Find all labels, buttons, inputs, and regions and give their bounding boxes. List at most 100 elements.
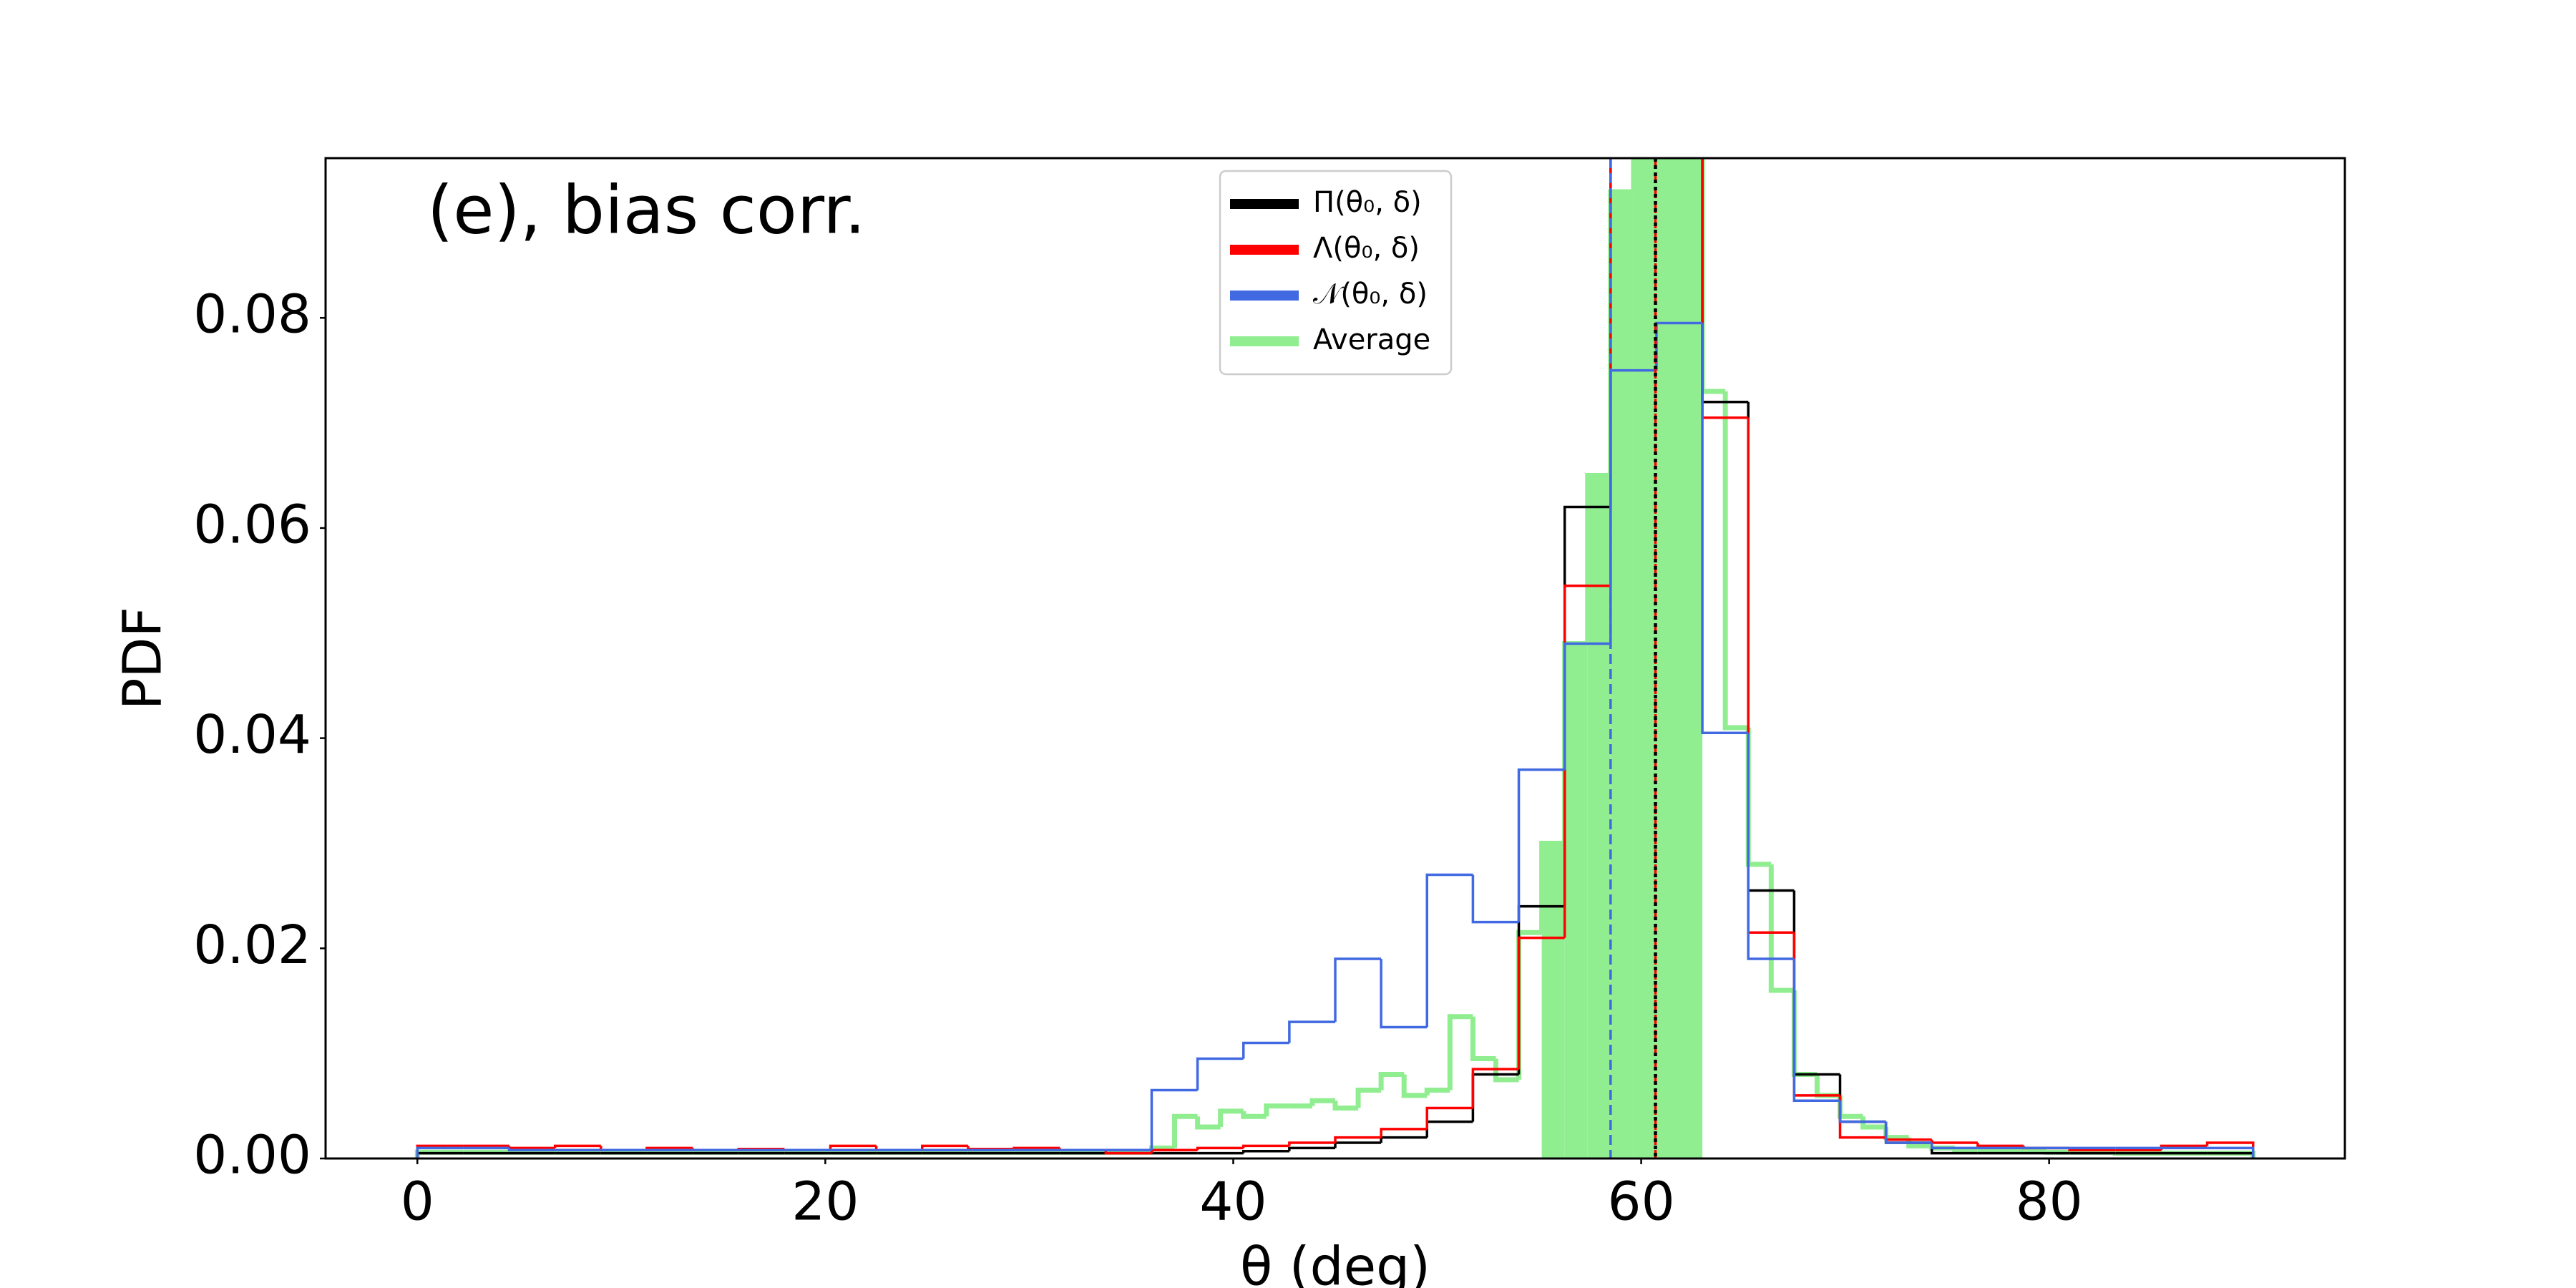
- histogram-bar: [1656, 158, 1680, 1158]
- histogram-step: [1447, 1014, 1473, 1091]
- histogram-step: [1517, 768, 1565, 922]
- x-tick-label: 0: [401, 1171, 434, 1233]
- histogram-step: [1998, 1148, 2024, 1154]
- x-axis-label: θ (deg): [1240, 1236, 1430, 1288]
- histogram-step: [1701, 158, 1749, 404]
- histogram-step: [1334, 1141, 1382, 1148]
- histogram-step: [1657, 0, 1702, 3]
- histogram-step: [1517, 936, 1565, 1070]
- histogram-step: [1883, 1126, 1909, 1141]
- histogram-step: [1701, 158, 1749, 419]
- histogram-step: [1976, 1142, 2024, 1148]
- y-tick-label: 0.08: [193, 284, 311, 346]
- histogram-step: [1355, 1088, 1382, 1108]
- histogram-step: [1172, 1113, 1198, 1148]
- histogram-step: [1563, 584, 1611, 938]
- histogram-step: [1218, 1108, 1244, 1127]
- histogram-step: [829, 1144, 877, 1151]
- histogram-step: [1931, 1142, 1978, 1150]
- histogram-step: [416, 1146, 464, 1158]
- histogram-step: [1747, 733, 1795, 960]
- histogram-step: [1196, 1057, 1244, 1091]
- histogram-step: [1493, 1058, 1519, 1083]
- histogram-step: [1563, 642, 1611, 770]
- histogram-step: [1334, 1136, 1382, 1143]
- histogram-step: [1931, 1139, 1978, 1144]
- x-tick-label: 80: [2016, 1171, 2083, 1233]
- histogram-step: [1380, 1136, 1428, 1143]
- histogram-bar: [1587, 475, 1611, 1158]
- histogram-step: [1792, 890, 1840, 1076]
- histogram-step: [1196, 1146, 1244, 1151]
- histogram-step: [2207, 1146, 2255, 1158]
- histogram-step: [1195, 1116, 1221, 1130]
- axes-frame: [324, 157, 2346, 1160]
- histogram-step: [1241, 1144, 1289, 1148]
- histogram-step: [1699, 158, 1726, 394]
- histogram-step: [1814, 1074, 1840, 1098]
- histogram-step: [1241, 1111, 1267, 1119]
- legend-label: Average: [1313, 323, 1430, 356]
- histogram-step: [1334, 957, 1382, 1023]
- histogram-step: [1288, 1020, 1335, 1043]
- histogram-step: [1539, 840, 1565, 933]
- histogram-step: [1791, 990, 1818, 1078]
- histogram-step: [1150, 1088, 1198, 1151]
- histogram-step: [1425, 1106, 1473, 1129]
- x-tick-label: 20: [791, 1171, 859, 1233]
- histogram-step: [1838, 1095, 1863, 1119]
- y-tick-label: 0.06: [193, 494, 311, 555]
- histogram-step: [1380, 958, 1428, 1029]
- histogram-step: [1241, 1149, 1289, 1153]
- histogram-step: [1288, 1146, 1335, 1151]
- histogram-step: [1425, 873, 1473, 1028]
- histogram-step: [1884, 1121, 1932, 1144]
- histogram-step: [1747, 401, 1795, 892]
- histogram-step: [1792, 958, 1840, 1102]
- histogram-bar: [1633, 158, 1657, 1158]
- histogram-step: [1309, 1098, 1335, 1106]
- histogram-step: [967, 1146, 1015, 1151]
- histogram-step: [1516, 930, 1542, 1080]
- histogram-step: [1768, 864, 1795, 993]
- histogram-step: [1745, 727, 1772, 867]
- histogram-step: [1378, 1072, 1405, 1091]
- histogram-step: [507, 1148, 555, 1151]
- legend-label: 𝒩(θ₀, δ): [1313, 278, 1428, 311]
- plot-area: [414, 0, 2256, 1158]
- histogram-step: [1401, 1074, 1428, 1098]
- histogram-step: [1424, 1088, 1450, 1096]
- legend-label: Π(θ₀, δ): [1313, 186, 1422, 219]
- histogram-bar: [1541, 843, 1565, 1158]
- legend: Π(θ₀, δ) Λ(θ₀, δ) 𝒩(θ₀, δ) Average: [1219, 170, 1453, 376]
- x-tick-label: 60: [1607, 1171, 1674, 1233]
- histogram-step: [1241, 1041, 1289, 1059]
- histogram-step: [1471, 1068, 1519, 1108]
- y-tick-label: 0.04: [193, 704, 311, 766]
- histogram-step: [1838, 1101, 1886, 1123]
- histogram-step: [921, 1144, 968, 1151]
- histogram-step: [1585, 472, 1611, 644]
- histogram-step: [1722, 391, 1749, 731]
- y-tick-label: 0.02: [193, 914, 311, 976]
- histogram-step: [507, 1146, 555, 1150]
- histogram-step: [1747, 417, 1795, 935]
- histogram-step: [1264, 1103, 1289, 1117]
- histogram-bar: [1610, 191, 1634, 1158]
- histogram-step: [1860, 1116, 1886, 1130]
- y-tick-label: 0.00: [193, 1125, 311, 1186]
- annotation: (e), bias corr.: [427, 171, 866, 248]
- histogram-step: [1288, 1141, 1335, 1146]
- histogram-bar: [1679, 158, 1703, 1158]
- x-tick-label: 40: [1199, 1171, 1267, 1233]
- histogram-step: [1380, 1128, 1428, 1138]
- histogram-bar: [1564, 643, 1588, 1158]
- histogram-step: [1425, 1120, 1473, 1138]
- histogram-step: [1701, 323, 1749, 735]
- histogram-step: [553, 1144, 601, 1148]
- histogram-step: [1332, 1101, 1359, 1111]
- histogram-step: [1792, 932, 1840, 1097]
- histogram-step: [2205, 1141, 2255, 1158]
- legend-label: Λ(θ₀, δ): [1313, 232, 1420, 265]
